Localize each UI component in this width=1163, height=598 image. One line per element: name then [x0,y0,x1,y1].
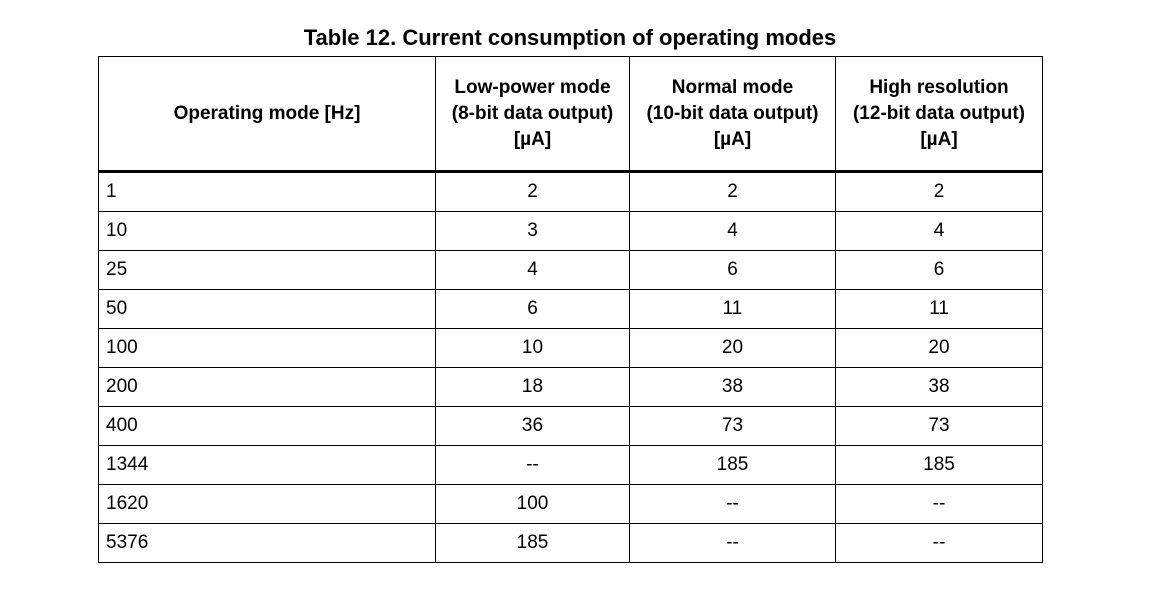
table-row: 25 4 6 6 [98,250,1043,290]
header-line: Normal mode [671,76,794,98]
cell-low-power: 4 [435,250,630,290]
cell-high-resolution: 185 [835,445,1043,485]
cell-operating-mode: 10 [98,211,436,251]
cell-operating-mode: 1620 [98,484,436,524]
cell-normal: -- [629,484,836,524]
cell-low-power: 36 [435,406,630,446]
cell-operating-mode: 400 [98,406,436,446]
table-row: 50 6 11 11 [98,289,1043,329]
header-line: [µA] [920,128,958,150]
cell-low-power: 185 [435,523,630,563]
cell-normal: 2 [629,171,836,212]
cell-low-power: 18 [435,367,630,407]
table-row: 1 2 2 2 [98,171,1043,212]
cell-high-resolution: 4 [835,211,1043,251]
cell-high-resolution: 2 [835,171,1043,212]
header-line: Operating mode [Hz] [173,102,361,124]
header-line: High resolution [869,76,1009,98]
cell-high-resolution: 20 [835,328,1043,368]
header-row: Operating mode [Hz] Low-power mode (8-bi… [98,56,1043,172]
cell-high-resolution: 73 [835,406,1043,446]
header-line: [µA] [513,128,552,150]
cell-operating-mode: 1 [98,171,436,212]
table-row: 1620 100 -- -- [98,484,1043,524]
header-line: (8-bit data output) [451,102,614,124]
header-operating-mode: Operating mode [Hz] [98,56,436,172]
cell-high-resolution: 38 [835,367,1043,407]
cell-normal: -- [629,523,836,563]
cell-low-power: -- [435,445,630,485]
cell-low-power: 6 [435,289,630,329]
cell-normal: 73 [629,406,836,446]
cell-operating-mode: 5376 [98,523,436,563]
table-caption: Table 12. Current consumption of operati… [303,25,837,50]
cell-operating-mode: 200 [98,367,436,407]
table-row: 5376 185 -- -- [98,523,1043,563]
cell-high-resolution: 11 [835,289,1043,329]
cell-operating-mode: 100 [98,328,436,368]
cell-low-power: 100 [435,484,630,524]
cell-normal: 11 [629,289,836,329]
header-line: (12-bit data output) [852,102,1026,124]
cell-high-resolution: 6 [835,250,1043,290]
table-row: 10 3 4 4 [98,211,1043,251]
cell-low-power: 2 [435,171,630,212]
table-row: 200 18 38 38 [98,367,1043,407]
header-high-resolution: High resolution (12-bit data output) [µA… [835,56,1043,172]
cell-low-power: 10 [435,328,630,368]
cell-low-power: 3 [435,211,630,251]
cell-operating-mode: 50 [98,289,436,329]
cell-operating-mode: 1344 [98,445,436,485]
current-consumption-table: Operating mode [Hz] Low-power mode (8-bi… [98,56,1043,563]
table-row: 1344 -- 185 185 [98,445,1043,485]
cell-high-resolution: -- [835,484,1043,524]
table-row: 400 36 73 73 [98,406,1043,446]
cell-high-resolution: -- [835,523,1043,563]
header-line: [µA] [713,128,752,150]
cell-normal: 4 [629,211,836,251]
cell-normal: 6 [629,250,836,290]
cell-operating-mode: 25 [98,250,436,290]
header-line: (10-bit data output) [646,102,819,124]
cell-normal: 38 [629,367,836,407]
cell-normal: 185 [629,445,836,485]
header-normal-mode: Normal mode (10-bit data output) [µA] [629,56,836,172]
header-line: Low-power mode [454,76,611,98]
header-low-power-mode: Low-power mode (8-bit data output) [µA] [435,56,630,172]
table-row: 100 10 20 20 [98,328,1043,368]
cell-normal: 20 [629,328,836,368]
